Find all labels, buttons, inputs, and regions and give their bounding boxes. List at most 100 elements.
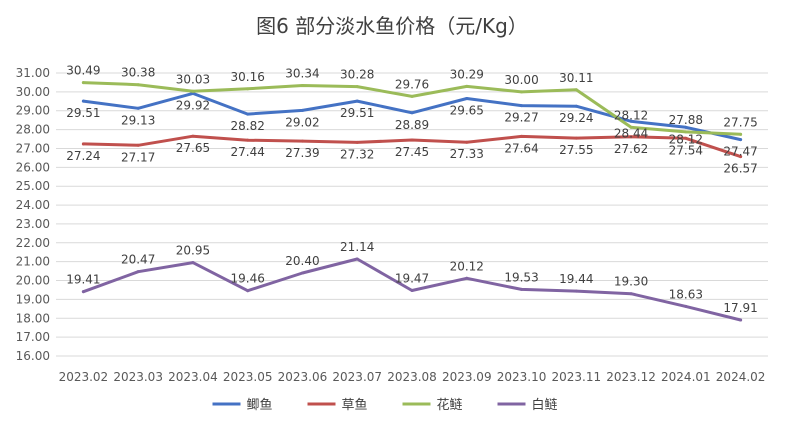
data-point — [684, 130, 688, 134]
data-label: 29.27 — [504, 111, 538, 125]
data-label: 20.40 — [285, 254, 319, 268]
data-point — [684, 136, 688, 140]
y-tick-label: 29.00 — [16, 104, 50, 118]
data-label: 19.30 — [614, 275, 648, 289]
data-label: 28.12 — [669, 132, 703, 146]
data-point — [465, 140, 469, 144]
y-tick-label: 24.00 — [16, 198, 50, 212]
data-label: 30.00 — [504, 73, 538, 87]
data-label: 19.46 — [231, 272, 265, 286]
data-labels: 29.51 29.13 29.92 28.82 29.02 29.51 28.89 29.65… — [66, 64, 758, 315]
data-label: 19.53 — [504, 270, 538, 284]
data-point — [410, 111, 414, 115]
data-label: 29.02 — [285, 115, 319, 129]
data-point — [520, 90, 524, 94]
y-tick-label: 18.00 — [16, 311, 50, 325]
y-axis-ticks: 16.00 17.00 18.00 19.00 20.00 21.00 22.00 23.00… — [16, 66, 50, 363]
data-point — [739, 132, 743, 136]
data-point — [246, 138, 250, 142]
data-label: 20.95 — [176, 244, 210, 258]
x-tick-label: 2023.12 — [606, 370, 656, 384]
legend-label: 鲫鱼 — [247, 397, 273, 413]
series-lines — [81, 81, 743, 322]
data-label: 27.44 — [231, 145, 265, 159]
y-tick-label: 31.00 — [16, 66, 50, 80]
data-point — [465, 96, 469, 100]
data-label: 27.33 — [450, 147, 484, 161]
data-label: 30.29 — [450, 67, 484, 81]
x-tick-label: 2023.03 — [113, 370, 163, 384]
y-tick-label: 30.00 — [16, 85, 50, 99]
data-point — [355, 140, 359, 144]
data-point — [629, 135, 633, 139]
y-tick-label: 25.00 — [16, 179, 50, 193]
data-point — [246, 87, 250, 91]
data-label: 30.49 — [66, 64, 100, 78]
data-point — [410, 289, 414, 293]
x-tick-label: 2023.10 — [497, 370, 547, 384]
data-label: 27.62 — [614, 142, 648, 156]
legend-label: 花鲢 — [437, 397, 463, 413]
data-label: 27.65 — [176, 141, 210, 155]
data-label: 27.75 — [723, 115, 757, 129]
data-label: 27.45 — [395, 145, 429, 159]
y-tick-label: 23.00 — [16, 217, 50, 231]
data-point — [300, 83, 304, 87]
data-label: 27.88 — [669, 113, 703, 127]
data-label: 27.39 — [285, 146, 319, 160]
data-point — [574, 136, 578, 140]
chart-title: 图6 部分淡水鱼价格（元/Kg） — [256, 14, 528, 38]
data-label: 30.03 — [176, 72, 210, 86]
y-tick-label: 28.00 — [16, 123, 50, 137]
data-label: 30.28 — [340, 68, 374, 82]
data-label: 28.44 — [614, 126, 648, 140]
y-tick-label: 22.00 — [16, 236, 50, 250]
x-tick-label: 2023.05 — [223, 370, 273, 384]
data-point — [629, 125, 633, 129]
data-label: 30.34 — [285, 66, 319, 80]
y-tick-label: 17.00 — [16, 330, 50, 344]
data-point — [300, 271, 304, 275]
x-tick-label: 2023.08 — [387, 370, 437, 384]
data-point — [191, 261, 195, 265]
data-point — [136, 106, 140, 110]
y-tick-label: 19.00 — [16, 292, 50, 306]
data-label: 27.17 — [121, 150, 155, 164]
data-point — [81, 290, 85, 294]
data-point — [191, 89, 195, 93]
data-point — [136, 83, 140, 87]
data-label: 29.76 — [395, 77, 429, 91]
y-tick-label: 21.00 — [16, 255, 50, 269]
data-label: 29.65 — [450, 103, 484, 117]
y-tick-label: 26.00 — [16, 160, 50, 174]
data-label: 28.89 — [395, 118, 429, 132]
x-tick-label: 2024.02 — [716, 370, 766, 384]
data-point — [355, 257, 359, 261]
x-tick-label: 2023.11 — [551, 370, 601, 384]
x-tick-label: 2023.09 — [442, 370, 492, 384]
data-point — [246, 112, 250, 116]
data-label: 19.41 — [66, 273, 100, 287]
data-point — [81, 142, 85, 146]
data-label: 29.13 — [121, 113, 155, 127]
legend: 鲫鱼 草鱼 花鲢 白鲢 — [212, 397, 558, 413]
data-point — [739, 138, 743, 142]
x-tick-label: 2023.07 — [332, 370, 382, 384]
data-point — [410, 94, 414, 98]
data-label: 27.32 — [340, 147, 374, 161]
data-label: 19.44 — [559, 272, 593, 286]
data-label: 18.63 — [669, 287, 703, 301]
x-axis-ticks: 2023.02 2023.03 2023.04 2023.05 2023.06 2023.… — [59, 370, 766, 384]
data-point — [684, 304, 688, 308]
data-point — [520, 134, 524, 138]
legend-label: 草鱼 — [342, 397, 368, 413]
data-label: 30.38 — [121, 66, 155, 80]
data-point — [574, 289, 578, 293]
data-point — [410, 138, 414, 142]
x-tick-label: 2023.04 — [168, 370, 218, 384]
data-point — [629, 119, 633, 123]
data-label: 30.11 — [559, 71, 593, 85]
